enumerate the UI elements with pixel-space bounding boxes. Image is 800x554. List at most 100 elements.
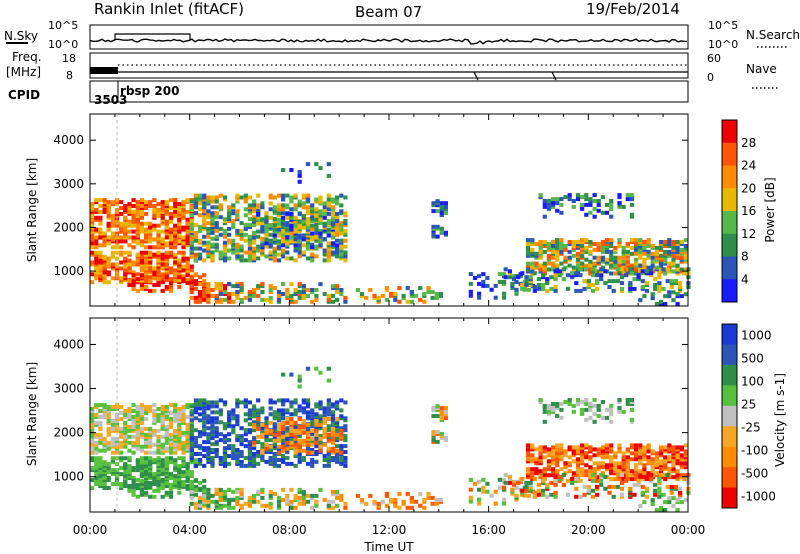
- velocity-cell: [144, 450, 149, 455]
- velocity-cell: [252, 422, 257, 427]
- velocity-cell: [584, 402, 589, 406]
- power-cell: [285, 211, 290, 216]
- power-cell: [443, 211, 448, 215]
- power-cell: [542, 204, 547, 209]
- velocity-cell: [654, 455, 659, 460]
- freq-label-line2: [MHz]: [6, 65, 41, 79]
- velocity-cell: [152, 450, 157, 455]
- power-cell: [281, 211, 286, 216]
- power-cell: [281, 239, 286, 244]
- velocity-colorbar-tick: -500: [741, 467, 768, 481]
- power-cell: [202, 219, 207, 224]
- power-cell: [247, 297, 252, 302]
- velocity-cell: [193, 444, 198, 449]
- power-cell: [247, 223, 252, 227]
- power-cell: [549, 275, 554, 280]
- velocity-cell: [326, 463, 331, 468]
- power-cell: [671, 290, 676, 295]
- power-cell: [289, 232, 294, 237]
- power-cell: [335, 223, 340, 227]
- power-cell: [526, 247, 531, 252]
- velocity-cell: [148, 484, 153, 489]
- power-cell: [553, 277, 558, 282]
- velocity-cell: [243, 456, 248, 460]
- velocity-cell: [435, 404, 440, 409]
- velocity-cell: [239, 442, 244, 447]
- power-cell: [168, 285, 174, 289]
- power-cell: [289, 199, 294, 204]
- velocity-cell: [148, 450, 153, 455]
- velocity-cell: [625, 473, 630, 478]
- velocity-cell: [551, 402, 556, 406]
- power-cell: [542, 249, 547, 254]
- power-cell: [305, 221, 311, 226]
- velocity-cell: [301, 410, 306, 415]
- power-cell: [310, 231, 315, 236]
- power-cell: [181, 250, 186, 255]
- velocity-cell: [127, 407, 132, 411]
- velocity-cell: [546, 459, 551, 464]
- power-cell: [177, 250, 182, 255]
- velocity-cell: [538, 451, 543, 456]
- power-cell: [90, 272, 95, 277]
- power-cell: [198, 207, 203, 212]
- power-cell: [256, 244, 261, 249]
- velocity-cell: [477, 487, 482, 492]
- velocity-cell: [144, 432, 149, 437]
- power-cell: [330, 299, 336, 304]
- velocity-cell: [264, 430, 269, 435]
- velocity-colorbar-tick: 1000: [741, 329, 772, 343]
- velocity-cell: [202, 440, 207, 445]
- power-cell: [193, 252, 198, 257]
- power-cell: [485, 276, 490, 280]
- velocity-cell: [135, 494, 140, 499]
- velocity-cell: [575, 463, 581, 468]
- velocity-cell: [326, 417, 331, 421]
- velocity-ylabel: Slant Range [km]: [25, 362, 39, 466]
- velocity-cell: [206, 446, 211, 451]
- power-cell: [152, 270, 157, 275]
- power-cell: [252, 288, 257, 292]
- power-cell: [604, 202, 610, 207]
- velocity-cell: [343, 459, 348, 464]
- velocity-cell: [609, 459, 614, 464]
- power-cell: [435, 209, 440, 214]
- power-cell: [94, 208, 99, 212]
- power-cell: [305, 205, 311, 210]
- velocity-cell: [405, 505, 410, 510]
- power-cell: [310, 223, 315, 228]
- velocity-cell: [189, 470, 194, 475]
- power-cell: [181, 241, 186, 246]
- velocity-cell: [235, 414, 240, 419]
- velocity-cell: [592, 467, 597, 472]
- power-cell: [434, 295, 439, 300]
- velocity-cell: [314, 402, 319, 407]
- velocity-cell: [596, 451, 601, 456]
- power-cell: [314, 297, 319, 302]
- power-colorbar-segment: [722, 142, 737, 166]
- power-cell: [94, 260, 99, 265]
- power-cell: [339, 288, 344, 292]
- velocity-cell: [181, 413, 186, 417]
- power-cell: [206, 286, 211, 291]
- velocity-cell: [281, 430, 286, 435]
- velocity-cell: [468, 495, 473, 500]
- power-cell: [189, 236, 194, 241]
- velocity-cell: [443, 416, 448, 421]
- power-cell: [218, 193, 223, 198]
- velocity-cell: [571, 409, 576, 414]
- velocity-cell: [206, 414, 211, 419]
- power-cell: [443, 201, 448, 206]
- velocity-cell: [611, 484, 616, 489]
- power-cell: [318, 228, 323, 233]
- power-cell: [493, 295, 498, 300]
- velocity-cell: [546, 409, 551, 414]
- velocity-cell: [293, 428, 298, 433]
- velocity-cell: [673, 484, 679, 489]
- velocity-cell: [160, 420, 165, 425]
- power-cell: [293, 193, 298, 198]
- velocity-cell: [127, 424, 132, 429]
- velocity-cell: [160, 411, 165, 415]
- velocity-cell: [322, 463, 327, 468]
- velocity-ytick-label: 3000: [53, 382, 84, 396]
